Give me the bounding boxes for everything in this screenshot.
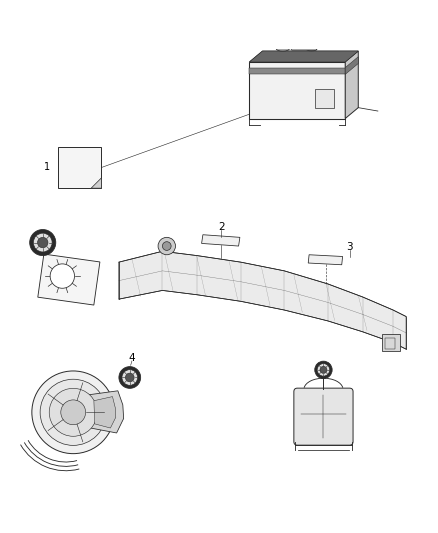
Polygon shape	[250, 51, 358, 62]
Polygon shape	[38, 254, 100, 305]
Circle shape	[122, 370, 138, 385]
FancyBboxPatch shape	[314, 88, 334, 108]
Text: 2: 2	[218, 222, 225, 232]
Circle shape	[317, 364, 330, 376]
Polygon shape	[250, 62, 345, 118]
Polygon shape	[308, 255, 343, 265]
Polygon shape	[201, 235, 240, 246]
Circle shape	[320, 366, 327, 373]
Circle shape	[30, 230, 56, 256]
Circle shape	[158, 237, 176, 255]
Circle shape	[61, 400, 85, 425]
Polygon shape	[345, 56, 358, 75]
Polygon shape	[119, 251, 406, 349]
Circle shape	[32, 371, 115, 454]
FancyBboxPatch shape	[294, 388, 353, 445]
Circle shape	[119, 367, 141, 389]
Circle shape	[40, 379, 106, 446]
Text: 4: 4	[129, 353, 135, 363]
Circle shape	[38, 237, 48, 248]
Polygon shape	[250, 68, 345, 75]
Circle shape	[125, 373, 134, 382]
Polygon shape	[91, 178, 102, 188]
Circle shape	[33, 233, 52, 252]
Polygon shape	[82, 391, 124, 433]
FancyBboxPatch shape	[291, 44, 317, 50]
Polygon shape	[94, 397, 116, 428]
Circle shape	[162, 241, 171, 251]
Circle shape	[50, 264, 74, 288]
Circle shape	[49, 389, 97, 437]
Text: 3: 3	[346, 242, 353, 252]
Polygon shape	[58, 147, 102, 188]
Ellipse shape	[306, 47, 317, 51]
Circle shape	[315, 361, 332, 378]
Polygon shape	[345, 51, 358, 118]
FancyBboxPatch shape	[382, 334, 399, 351]
Text: 1: 1	[44, 163, 50, 173]
Ellipse shape	[276, 47, 290, 51]
Polygon shape	[250, 51, 358, 62]
